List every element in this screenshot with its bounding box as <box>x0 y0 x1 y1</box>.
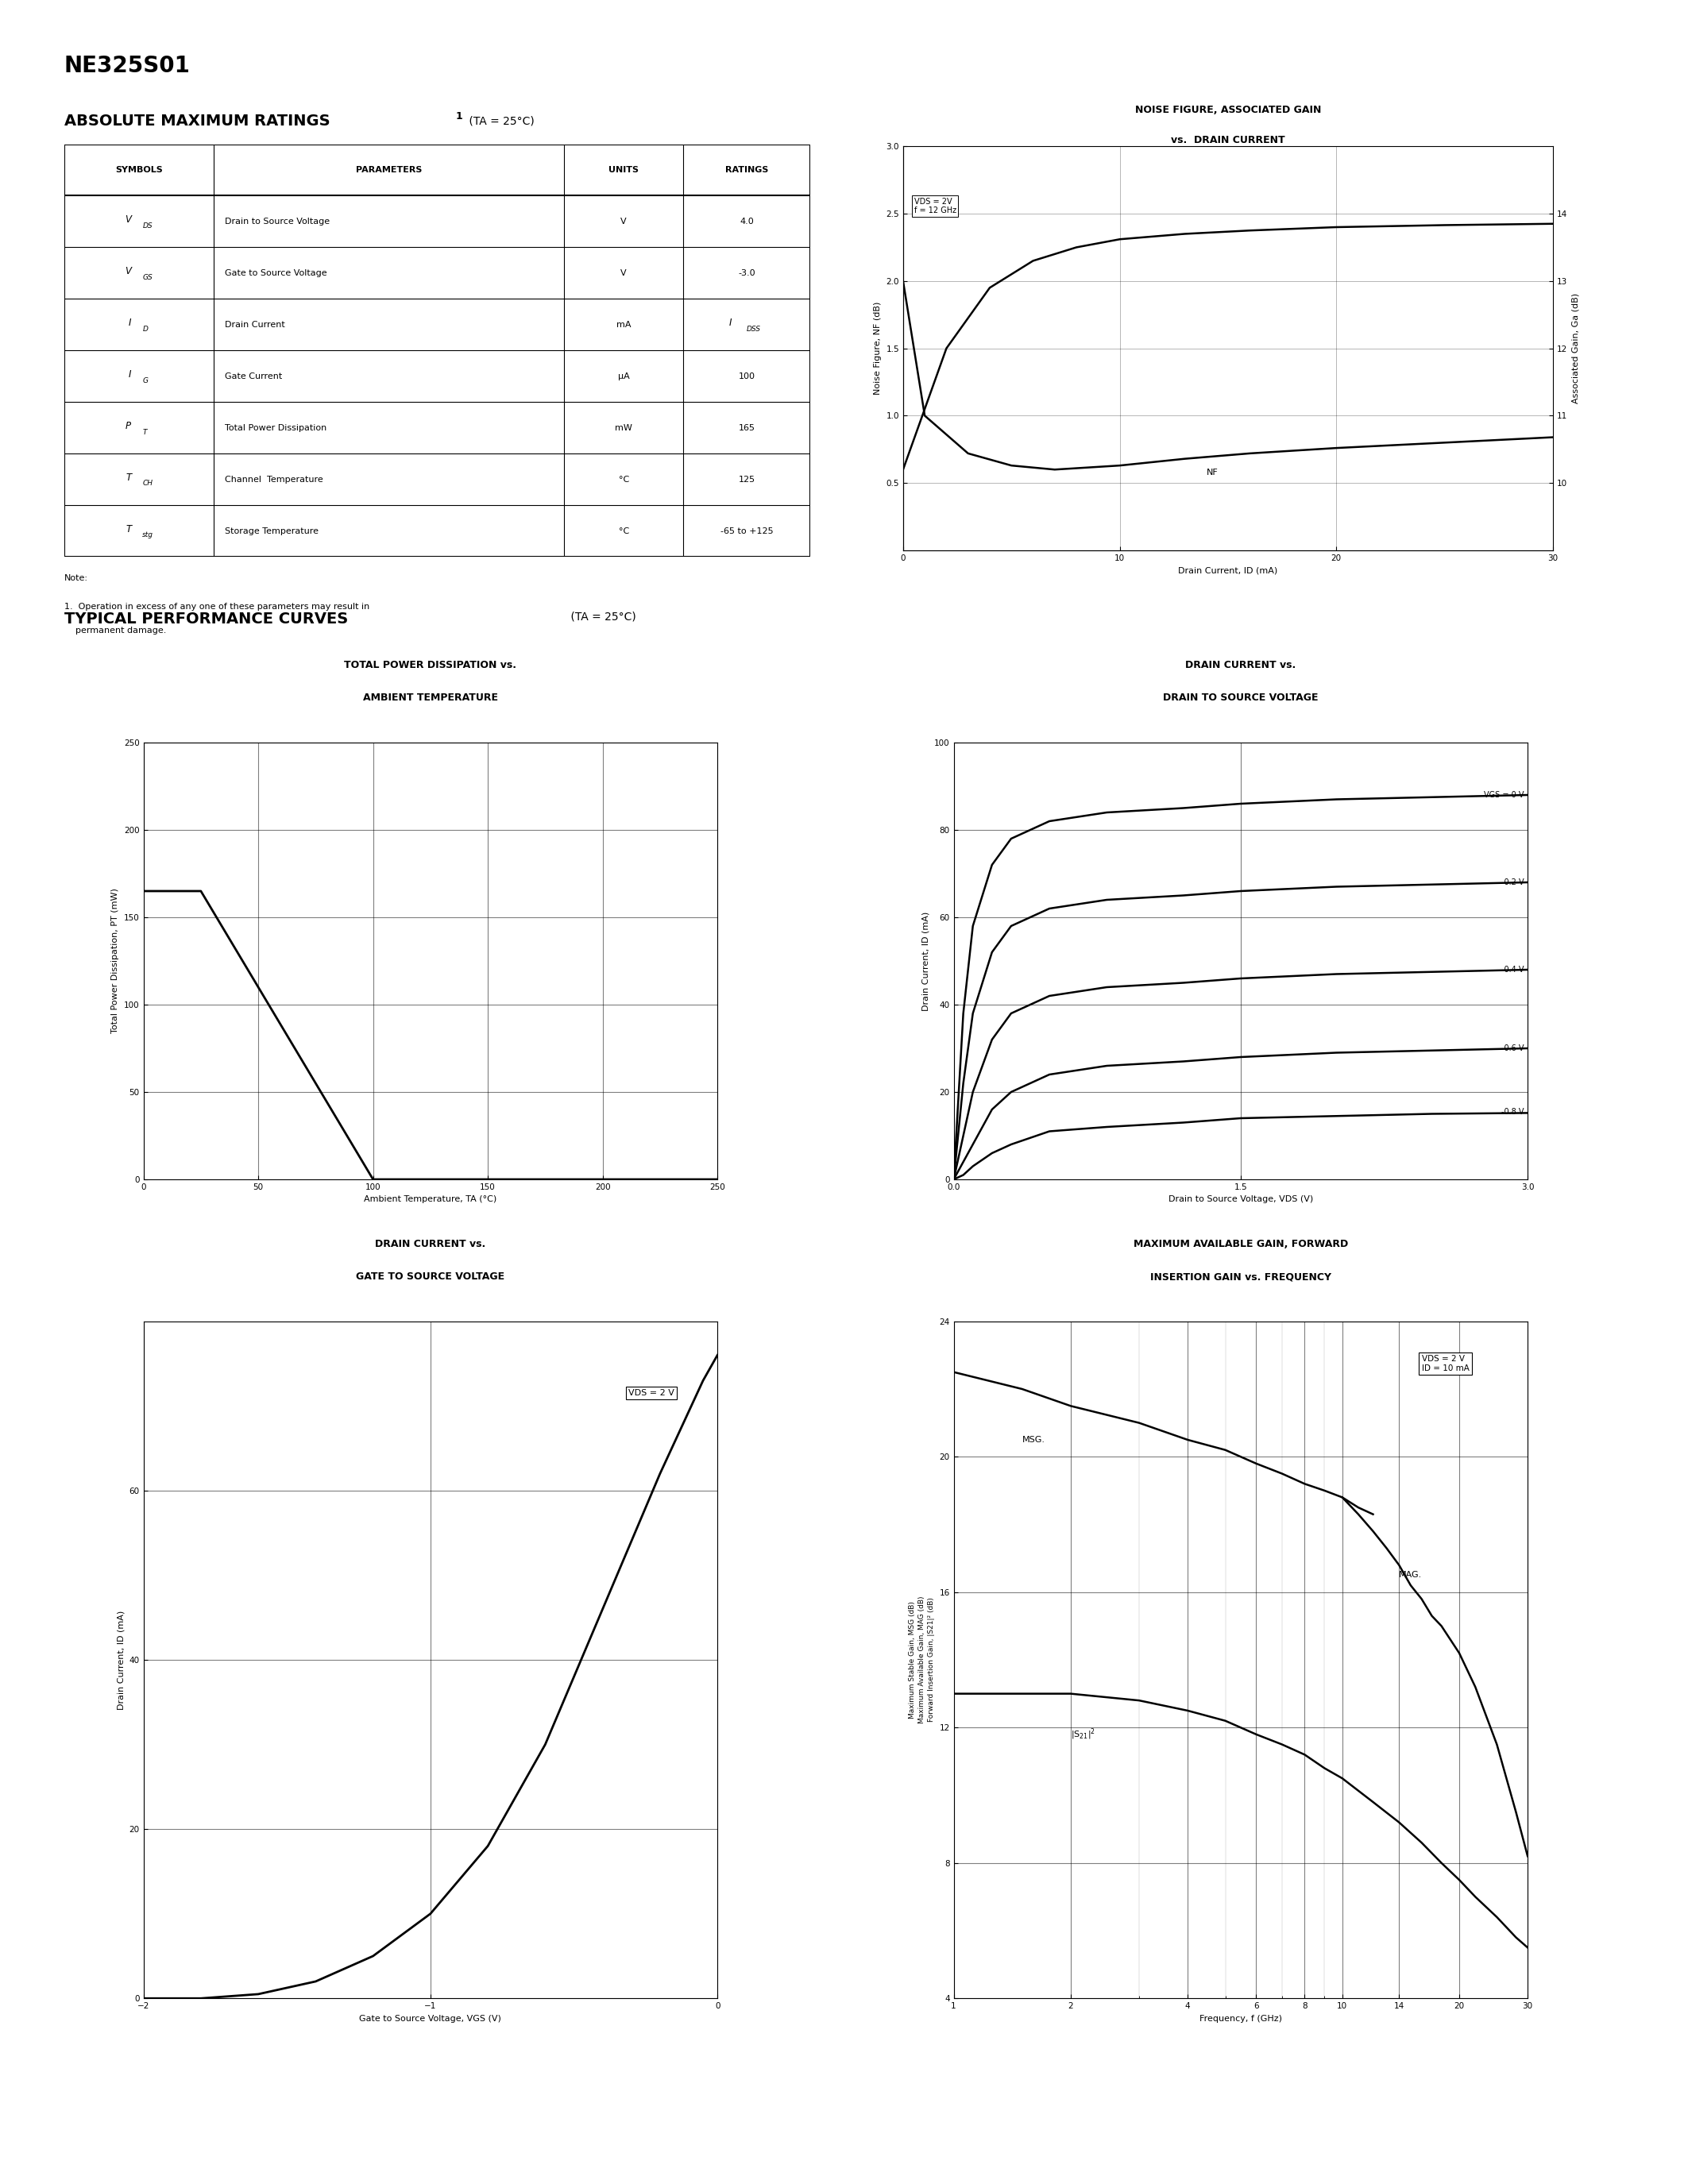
Y-axis label: Total Power Dissipation, PT (mW): Total Power Dissipation, PT (mW) <box>111 889 120 1033</box>
Text: -0.6 V: -0.6 V <box>1501 1044 1524 1053</box>
X-axis label: Gate to Source Voltage, VGS (V): Gate to Source Voltage, VGS (V) <box>360 2014 501 2022</box>
Text: PARAMETERS: PARAMETERS <box>356 166 422 175</box>
Text: T: T <box>125 472 132 483</box>
Text: DRAIN TO SOURCE VOLTAGE: DRAIN TO SOURCE VOLTAGE <box>1163 692 1318 703</box>
Text: -0.2 V: -0.2 V <box>1501 878 1524 887</box>
X-axis label: Drain Current, ID (mA): Drain Current, ID (mA) <box>1178 566 1278 574</box>
Text: I: I <box>128 369 132 380</box>
Text: mA: mA <box>616 321 631 330</box>
Text: P: P <box>125 422 132 430</box>
Text: VDS = 2 V
ID = 10 mA: VDS = 2 V ID = 10 mA <box>1421 1354 1469 1372</box>
Text: GATE TO SOURCE VOLTAGE: GATE TO SOURCE VOLTAGE <box>356 1271 505 1282</box>
Text: 4.0: 4.0 <box>739 218 755 225</box>
Text: AMBIENT TEMPERATURE: AMBIENT TEMPERATURE <box>363 692 498 703</box>
Text: MSG.: MSG. <box>1023 1435 1045 1444</box>
Text: μA: μA <box>618 371 630 380</box>
Text: D: D <box>142 325 149 332</box>
Text: DRAIN CURRENT vs.: DRAIN CURRENT vs. <box>375 1238 486 1249</box>
Text: V: V <box>125 266 132 275</box>
Text: NOISE FIGURE, ASSOCIATED GAIN: NOISE FIGURE, ASSOCIATED GAIN <box>1134 105 1322 116</box>
Text: vs.  DRAIN CURRENT: vs. DRAIN CURRENT <box>1171 135 1285 146</box>
Text: G: G <box>142 378 149 384</box>
Text: NE325S01: NE325S01 <box>64 55 191 76</box>
Text: VGS = 0 V: VGS = 0 V <box>1484 791 1524 799</box>
Text: V: V <box>621 218 626 225</box>
Text: -0.4 V: -0.4 V <box>1501 965 1524 974</box>
Text: I: I <box>729 317 733 328</box>
Text: DRAIN CURRENT vs.: DRAIN CURRENT vs. <box>1185 660 1296 670</box>
Text: CH: CH <box>142 480 154 487</box>
Text: Storage Temperature: Storage Temperature <box>225 526 319 535</box>
Text: Total Power Dissipation: Total Power Dissipation <box>225 424 326 432</box>
Text: NF: NF <box>1207 467 1219 476</box>
Text: MAXIMUM AVAILABLE GAIN, FORWARD: MAXIMUM AVAILABLE GAIN, FORWARD <box>1133 1238 1349 1249</box>
Y-axis label: Associated Gain, Ga (dB): Associated Gain, Ga (dB) <box>1572 293 1580 404</box>
Text: ABSOLUTE MAXIMUM RATINGS: ABSOLUTE MAXIMUM RATINGS <box>64 114 329 129</box>
Text: (TA = 25°C): (TA = 25°C) <box>466 116 535 127</box>
X-axis label: Frequency, f (GHz): Frequency, f (GHz) <box>1200 2014 1281 2022</box>
Text: MAG.: MAG. <box>1399 1570 1423 1579</box>
Text: 1: 1 <box>456 111 463 122</box>
Y-axis label: Noise Figure, NF (dB): Noise Figure, NF (dB) <box>874 301 881 395</box>
Text: -0.8 V: -0.8 V <box>1501 1107 1524 1116</box>
Text: DS: DS <box>142 223 152 229</box>
Text: 125: 125 <box>738 476 755 483</box>
Text: VDS = 2 V: VDS = 2 V <box>628 1389 675 1398</box>
Text: INSERTION GAIN vs. FREQUENCY: INSERTION GAIN vs. FREQUENCY <box>1150 1271 1332 1282</box>
Text: TOTAL POWER DISSIPATION vs.: TOTAL POWER DISSIPATION vs. <box>344 660 517 670</box>
Text: T: T <box>125 524 132 535</box>
Text: Gate Current: Gate Current <box>225 371 282 380</box>
Text: SYMBOLS: SYMBOLS <box>115 166 162 175</box>
Text: GS: GS <box>142 273 152 282</box>
Y-axis label: Maximum Stable Gain, MSG (dB)
Maximum Available Gain, MAG (dB)
Forward Insertion: Maximum Stable Gain, MSG (dB) Maximum Av… <box>910 1597 935 1723</box>
Text: Drain to Source Voltage: Drain to Source Voltage <box>225 218 329 225</box>
Text: mW: mW <box>614 424 633 432</box>
Y-axis label: Drain Current, ID (mA): Drain Current, ID (mA) <box>922 911 930 1011</box>
Y-axis label: Drain Current, ID (mA): Drain Current, ID (mA) <box>116 1610 125 1710</box>
Text: Channel  Temperature: Channel Temperature <box>225 476 322 483</box>
Text: V: V <box>125 214 132 225</box>
Text: RATINGS: RATINGS <box>726 166 768 175</box>
Text: TYPICAL PERFORMANCE CURVES: TYPICAL PERFORMANCE CURVES <box>64 612 348 627</box>
Text: °C: °C <box>618 476 630 483</box>
Text: 165: 165 <box>738 424 755 432</box>
Text: VDS = 2V
f = 12 GHz: VDS = 2V f = 12 GHz <box>913 197 955 214</box>
X-axis label: Drain to Source Voltage, VDS (V): Drain to Source Voltage, VDS (V) <box>1168 1195 1313 1203</box>
Text: Gate to Source Voltage: Gate to Source Voltage <box>225 269 327 277</box>
Text: 1.  Operation in excess of any one of these parameters may result in: 1. Operation in excess of any one of the… <box>64 603 370 612</box>
Text: Drain Current: Drain Current <box>225 321 285 330</box>
Text: (TA = 25°C): (TA = 25°C) <box>567 612 636 622</box>
Text: stg: stg <box>142 531 154 539</box>
Text: Note:: Note: <box>64 574 88 583</box>
Text: -65 to +125: -65 to +125 <box>721 526 773 535</box>
Text: V: V <box>621 269 626 277</box>
Text: -3.0: -3.0 <box>738 269 756 277</box>
Text: °C: °C <box>618 526 630 535</box>
Text: 100: 100 <box>738 371 755 380</box>
Text: |S$_{21}$|$^2$: |S$_{21}$|$^2$ <box>1070 1728 1096 1741</box>
Text: T: T <box>142 428 147 435</box>
Text: DSS: DSS <box>746 325 761 332</box>
Text: permanent damage.: permanent damage. <box>64 627 165 636</box>
X-axis label: Ambient Temperature, TA (°C): Ambient Temperature, TA (°C) <box>365 1195 496 1203</box>
Text: I: I <box>128 317 132 328</box>
Text: UNITS: UNITS <box>609 166 638 175</box>
